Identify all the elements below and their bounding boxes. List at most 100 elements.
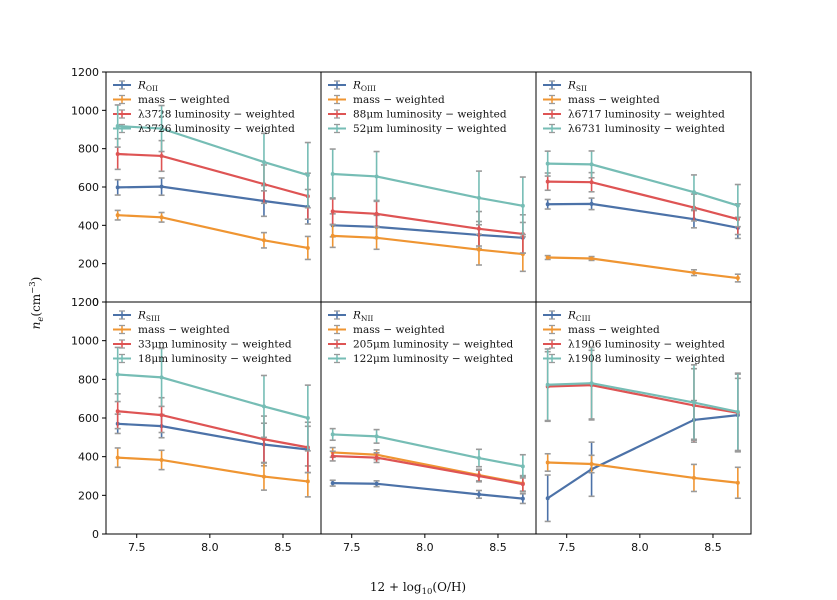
legend-label: ROIII bbox=[352, 80, 376, 94]
legend-label: λ6717 luminosity − weighted bbox=[568, 109, 725, 121]
series-line bbox=[117, 185, 308, 208]
x-tick-label: 8.0 bbox=[201, 541, 219, 554]
series-line bbox=[547, 256, 738, 280]
data-point bbox=[374, 174, 379, 179]
data-point bbox=[691, 190, 696, 195]
legend-label: 205μm luminosity − weighted bbox=[353, 339, 514, 351]
series-line bbox=[117, 422, 308, 451]
series-orange bbox=[114, 447, 311, 498]
series-red bbox=[544, 349, 741, 453]
series-line bbox=[332, 234, 523, 256]
series-teal bbox=[114, 346, 311, 452]
data-point bbox=[476, 226, 481, 231]
x-tick-label: 7.5 bbox=[558, 541, 576, 554]
data-point bbox=[330, 432, 335, 437]
y-tick-label: 800 bbox=[78, 143, 99, 156]
data-point bbox=[691, 270, 696, 275]
data-point bbox=[261, 437, 266, 442]
series-teal bbox=[544, 346, 741, 452]
data-point bbox=[589, 256, 594, 261]
series-teal bbox=[329, 148, 526, 236]
legend-label-main: R bbox=[352, 80, 361, 92]
legend-label: mass − weighted bbox=[353, 324, 445, 336]
series-line bbox=[547, 180, 739, 221]
legend-label-main: R bbox=[352, 310, 361, 322]
y-tick-label: 400 bbox=[78, 219, 99, 232]
y-tick-label: 200 bbox=[78, 258, 99, 271]
data-point bbox=[159, 126, 164, 131]
series-line bbox=[117, 410, 309, 449]
legend-label: RSII bbox=[567, 80, 587, 94]
series-orange bbox=[544, 254, 741, 283]
panel-frame bbox=[535, 301, 752, 535]
x-tick-label: 8.0 bbox=[416, 541, 434, 554]
series-line bbox=[117, 456, 308, 483]
legend-label-main: R bbox=[137, 80, 146, 92]
data-point bbox=[520, 464, 525, 469]
legend-label-sub: OIII bbox=[361, 84, 376, 93]
legend-label-main: R bbox=[567, 80, 576, 92]
series-line bbox=[547, 162, 739, 207]
data-point bbox=[115, 409, 120, 414]
data-point bbox=[691, 475, 696, 480]
series-line bbox=[332, 172, 524, 207]
y-axis-label-main: n bbox=[29, 322, 43, 330]
data-point bbox=[159, 184, 164, 189]
legend-label: 33μm luminosity − weighted bbox=[138, 339, 292, 351]
x-axis-label-main: 12 + log bbox=[370, 580, 422, 594]
legend-label: mass − weighted bbox=[138, 94, 230, 106]
series-orange bbox=[114, 209, 311, 261]
legend-label: mass − weighted bbox=[353, 94, 445, 106]
legend-label: mass − weighted bbox=[568, 324, 660, 336]
legend-label: 122μm luminosity − weighted bbox=[353, 353, 514, 365]
legend-label-sub: OII bbox=[146, 84, 158, 93]
data-point bbox=[159, 457, 164, 462]
data-point bbox=[476, 474, 481, 478]
legend-label: λ3728 luminosity − weighted bbox=[138, 109, 295, 121]
series-line bbox=[332, 210, 523, 236]
legend-label-main: R bbox=[137, 310, 146, 322]
series-line bbox=[547, 202, 739, 229]
data-point bbox=[159, 413, 164, 418]
data-point bbox=[115, 213, 120, 218]
data-point bbox=[374, 481, 379, 486]
data-point bbox=[330, 454, 335, 459]
legend-label: λ1906 luminosity − weighted bbox=[568, 339, 725, 351]
legend-label-sub: SIII bbox=[146, 314, 160, 323]
series-red bbox=[329, 450, 526, 493]
y-axis-label-sub: e bbox=[36, 317, 46, 322]
data-point bbox=[330, 233, 335, 238]
data-point bbox=[691, 400, 696, 405]
x-axis-label: 12 + log10(O/H) bbox=[370, 580, 466, 597]
series-teal bbox=[544, 150, 741, 228]
data-point bbox=[735, 480, 740, 485]
legend-label: λ1908 luminosity − weighted bbox=[568, 353, 725, 365]
x-tick-label: 8.5 bbox=[274, 541, 292, 554]
legend-label-sub: CIII bbox=[576, 314, 591, 323]
series-line bbox=[117, 373, 309, 420]
y-tick-label: 200 bbox=[78, 489, 99, 502]
data-point bbox=[115, 455, 120, 460]
data-point bbox=[374, 235, 379, 240]
data-point bbox=[476, 195, 481, 200]
panel-frame bbox=[320, 301, 537, 535]
series-blue bbox=[329, 213, 526, 254]
series-line bbox=[547, 461, 738, 484]
data-point bbox=[520, 496, 525, 501]
series-orange bbox=[544, 452, 741, 500]
data-point bbox=[305, 245, 310, 250]
data-point bbox=[159, 215, 164, 220]
series-line bbox=[547, 414, 738, 500]
x-tick-label: 8.0 bbox=[631, 541, 649, 554]
legend-label: 18μm luminosity − weighted bbox=[138, 353, 292, 365]
data-point bbox=[545, 255, 550, 260]
data-point bbox=[589, 162, 594, 167]
series-line bbox=[117, 152, 309, 198]
data-point bbox=[115, 185, 120, 190]
legend-label: mass − weighted bbox=[568, 94, 660, 106]
y-tick-label: 600 bbox=[78, 412, 99, 425]
legend-label: 52μm luminosity − weighted bbox=[353, 123, 507, 135]
series-blue bbox=[544, 197, 741, 240]
data-point bbox=[261, 474, 266, 479]
